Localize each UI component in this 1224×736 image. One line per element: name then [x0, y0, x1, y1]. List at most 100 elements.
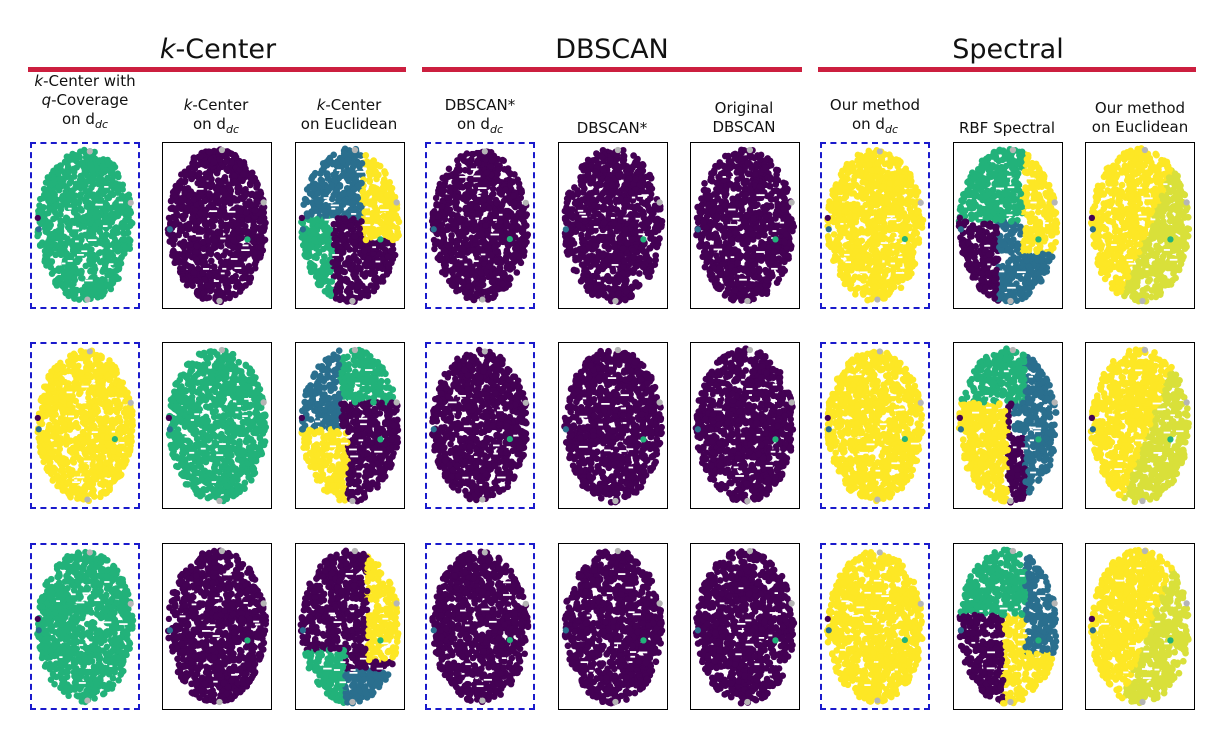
scatter-point: [324, 288, 331, 295]
scatter-point: [479, 276, 487, 283]
scatter-gap: [464, 263, 468, 266]
scatter-point: [372, 279, 380, 286]
scatter-point: [636, 162, 644, 170]
scatter-point: [503, 249, 510, 257]
scatter-point: [493, 257, 500, 264]
scatter-gap: [220, 237, 226, 240]
scatter-point: [351, 246, 359, 254]
scatter-point: [181, 188, 189, 196]
scatter-point: [574, 190, 582, 198]
scatter-point: [43, 254, 51, 262]
scatter-point: [231, 178, 238, 186]
scatter-point: [240, 170, 247, 178]
scatter-point: [229, 244, 237, 252]
scatter-point: [224, 288, 231, 296]
scatter-point: [635, 270, 643, 277]
scatter-point: [576, 255, 583, 262]
scatter-point: [473, 291, 481, 299]
scatter-point: [326, 268, 334, 276]
scatter-point: [185, 222, 193, 230]
scatter-point: [617, 216, 624, 224]
scatter-point: [639, 263, 647, 271]
scatter-point: [189, 161, 197, 168]
scatter-point: [40, 185, 48, 193]
scatter-point: [242, 165, 249, 173]
scatter-point: [350, 271, 357, 278]
scatter-point: [640, 224, 648, 232]
scatter-point: [629, 283, 637, 291]
scatter-point: [79, 275, 86, 282]
scatter-point: [318, 267, 326, 275]
scatter-gap: [477, 195, 481, 197]
scatter-point: [502, 257, 510, 264]
scatter-point: [616, 274, 624, 282]
scatter-gap: [242, 244, 249, 247]
scatter-point: [113, 199, 121, 206]
scatter-point: [517, 210, 525, 217]
scatter-gap: [375, 260, 381, 263]
scatter-point: [86, 252, 94, 259]
cluster-scatter: [428, 148, 531, 304]
scatter-point: [391, 251, 399, 259]
scatter-point: [639, 208, 647, 216]
scatter-point: [98, 283, 105, 291]
scatter-point: [58, 194, 66, 202]
scatter-point: [223, 211, 231, 219]
scatter-point: [588, 162, 595, 170]
scatter-point: [102, 167, 110, 174]
group-title-dbscan: DBSCAN: [422, 34, 802, 65]
outlier-point: [111, 236, 118, 243]
scatter-gap: [470, 168, 479, 171]
scatter-point: [216, 242, 224, 249]
scatter-point: [250, 249, 258, 257]
scatter-point: [497, 259, 505, 267]
scatter-point: [200, 161, 207, 168]
scatter-gap: [473, 260, 479, 263]
scatter-gap: [323, 197, 330, 199]
scatter-point: [467, 202, 474, 210]
scatter-point: [638, 199, 646, 206]
scatter-point: [334, 197, 342, 204]
scatter-point: [173, 205, 180, 212]
scatter-point: [503, 167, 511, 174]
group-rule-k-center: [28, 67, 406, 72]
outlier-point: [127, 199, 134, 206]
scatter-point: [88, 290, 95, 297]
scatter-point: [616, 170, 624, 178]
scatter-point: [80, 146, 88, 154]
scatter-point: [76, 256, 83, 263]
scatter-point: [256, 237, 263, 244]
scatter-point: [189, 282, 196, 290]
scatter-point: [579, 245, 587, 253]
scatter-point: [605, 194, 613, 202]
scatter-point: [339, 158, 347, 165]
scatter-point: [481, 189, 489, 197]
scatter-gap: [102, 225, 108, 227]
scatter-point: [203, 294, 211, 302]
scatter-point: [336, 182, 344, 189]
scatter-point: [610, 243, 618, 251]
group-rule-spectral: [818, 67, 1196, 72]
scatter-point: [350, 159, 357, 167]
scatter-point: [207, 175, 215, 183]
scatter-point: [571, 184, 578, 191]
cluster-panel: [690, 142, 800, 309]
scatter-point: [506, 229, 514, 237]
scatter-point: [65, 191, 72, 199]
scatter-point: [41, 247, 49, 255]
scatter-point: [344, 288, 352, 296]
scatter-point: [589, 272, 597, 280]
outlier-point: [562, 226, 570, 233]
scatter-point: [521, 248, 528, 255]
scatter-point: [173, 210, 180, 217]
scatter-point: [443, 205, 451, 213]
scatter-point: [652, 217, 660, 225]
scatter-point: [376, 162, 384, 170]
scatter-point: [438, 255, 446, 262]
scatter-point: [89, 152, 97, 160]
scatter-point: [221, 174, 229, 181]
scatter-point: [654, 226, 662, 234]
scatter-point: [570, 266, 578, 274]
scatter-point: [584, 169, 592, 177]
scatter-point: [615, 210, 623, 218]
